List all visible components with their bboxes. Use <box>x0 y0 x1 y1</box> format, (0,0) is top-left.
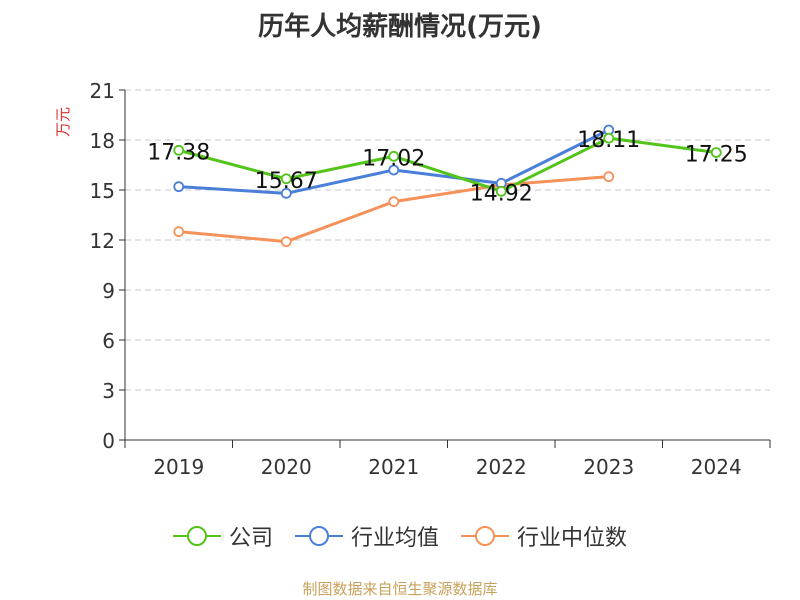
series-point-1 <box>280 187 292 199</box>
y-tick-label: 3 <box>102 379 115 403</box>
series-point-0 <box>710 147 722 158</box>
legend-label-industry-mean: 行业均值 <box>350 526 439 551</box>
data-label: 17.25 <box>685 143 748 168</box>
legend-label-company: 公司 <box>228 526 273 551</box>
data-label: 18.11 <box>577 128 640 153</box>
data-label: 15.67 <box>255 169 318 194</box>
y-tick-label: 9 <box>102 279 115 303</box>
y-tick-label: 18 <box>90 129 115 153</box>
legend-item-industry-mean[interactable]: 行业均值 <box>294 520 439 552</box>
series-point-1 <box>388 164 400 176</box>
data-label: 14.92 <box>470 181 533 206</box>
chart-title: 历年人均薪酬情况(万元) <box>258 12 542 42</box>
series-point-2 <box>388 196 400 208</box>
x-tick-label: 2022 <box>476 455 527 479</box>
y-axis-label: 万元 <box>54 107 72 137</box>
series-point-2 <box>280 236 292 248</box>
legend: 公司 行业均值 行业中位数 <box>0 520 800 552</box>
legend-label-industry-median: 行业中位数 <box>517 526 628 551</box>
legend-marker-industry-mean-icon <box>294 525 343 547</box>
y-tick-label: 6 <box>102 329 115 353</box>
series-point-0 <box>495 185 507 197</box>
series-point-2 <box>173 226 185 238</box>
legend-item-industry-median[interactable]: 行业中位数 <box>461 520 627 552</box>
legend-item-company[interactable]: 公司 <box>172 520 273 552</box>
series-point-0 <box>173 144 185 156</box>
y-tick-label: 0 <box>102 429 115 453</box>
data-label: 17.02 <box>362 146 425 171</box>
series-point-0 <box>603 132 615 144</box>
data-label: 17.38 <box>147 140 210 165</box>
y-tick-label: 12 <box>90 229 115 253</box>
x-tick-label: 2021 <box>368 455 419 479</box>
series-line-0 <box>178 136 717 193</box>
series-point-1 <box>173 181 185 193</box>
series-point-0 <box>280 173 292 185</box>
x-tick-label: 2023 <box>583 455 634 479</box>
series-point-2 <box>603 171 615 183</box>
x-tick-label: 2024 <box>691 455 742 479</box>
y-tick-label: 21 <box>90 79 115 103</box>
legend-marker-industry-median-icon <box>461 525 509 547</box>
x-tick-label: 2019 <box>153 455 204 479</box>
series-line-2 <box>178 175 609 244</box>
legend-marker-company-icon <box>172 525 221 547</box>
series-point-0 <box>388 150 400 162</box>
x-tick-label: 2020 <box>261 455 312 479</box>
y-tick-label: 15 <box>90 179 115 203</box>
data-source-note: 制图数据来自恒生聚源数据库 <box>302 580 498 598</box>
